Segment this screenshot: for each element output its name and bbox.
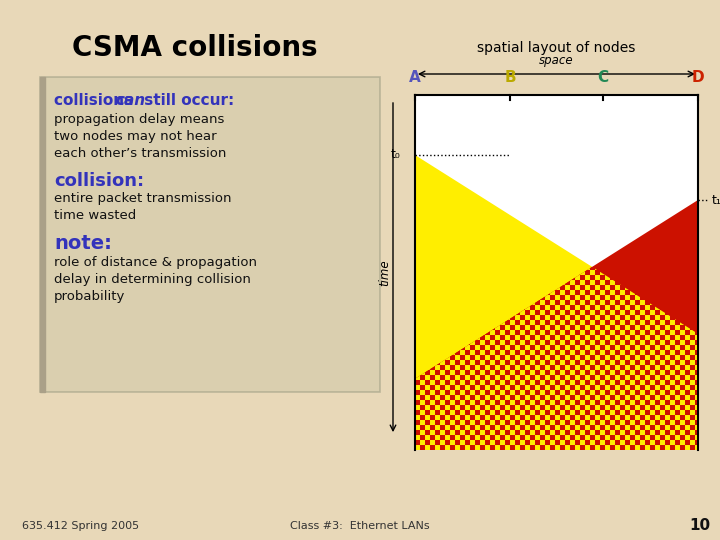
Text: spatial layout of nodes: spatial layout of nodes	[477, 41, 635, 55]
Text: collision:: collision:	[54, 172, 144, 190]
Text: delay in determining collision: delay in determining collision	[54, 273, 251, 286]
Text: C: C	[598, 70, 608, 85]
FancyBboxPatch shape	[40, 77, 380, 392]
Text: collisions: collisions	[54, 93, 138, 108]
Text: CSMA collisions: CSMA collisions	[72, 34, 318, 62]
Text: D: D	[692, 70, 704, 85]
Text: can: can	[115, 93, 145, 108]
Text: entire packet transmission: entire packet transmission	[54, 192, 232, 205]
Text: each other’s transmission: each other’s transmission	[54, 147, 226, 160]
Text: time: time	[379, 259, 392, 286]
Bar	[415, 95, 698, 450]
Text: 10: 10	[690, 518, 711, 534]
Text: time wasted: time wasted	[54, 209, 136, 222]
Polygon shape	[415, 155, 698, 450]
Polygon shape	[415, 200, 698, 450]
Text: A: A	[409, 70, 421, 85]
Text: probability: probability	[54, 290, 125, 303]
Text: role of distance & propagation: role of distance & propagation	[54, 256, 257, 269]
Bar	[40, 77, 45, 392]
Text: B: B	[504, 70, 516, 85]
Text: t₀: t₀	[390, 148, 400, 161]
Text: space: space	[539, 54, 574, 67]
Text: 635.412 Spring 2005: 635.412 Spring 2005	[22, 521, 139, 531]
Text: propagation delay means: propagation delay means	[54, 113, 225, 126]
Text: two nodes may not hear: two nodes may not hear	[54, 130, 217, 143]
Text: note:: note:	[54, 234, 112, 253]
Text: still occur:: still occur:	[139, 93, 234, 108]
Text: t₁: t₁	[712, 193, 720, 206]
Text: Class #3:  Ethernet LANs: Class #3: Ethernet LANs	[290, 521, 430, 531]
